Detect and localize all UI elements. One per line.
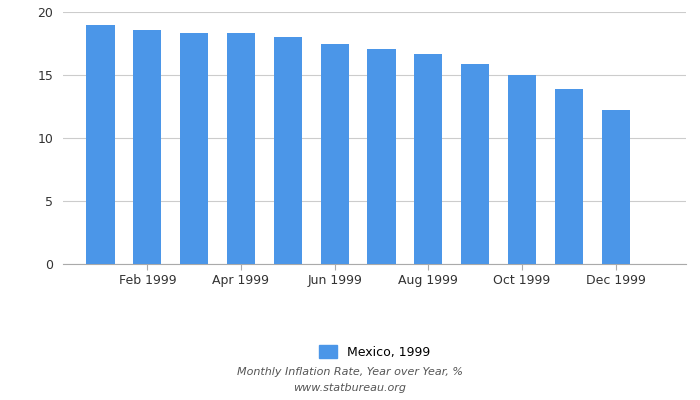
Bar bbox=[461, 64, 489, 264]
Bar bbox=[414, 54, 442, 264]
Bar bbox=[555, 89, 583, 264]
Bar bbox=[227, 34, 255, 264]
Bar bbox=[508, 75, 536, 264]
Bar bbox=[368, 48, 395, 264]
Bar bbox=[602, 110, 630, 264]
Text: Monthly Inflation Rate, Year over Year, %: Monthly Inflation Rate, Year over Year, … bbox=[237, 367, 463, 377]
Bar bbox=[180, 34, 208, 264]
Bar bbox=[274, 37, 302, 264]
Bar bbox=[321, 44, 349, 264]
Legend: Mexico, 1999: Mexico, 1999 bbox=[314, 340, 435, 364]
Bar bbox=[86, 24, 115, 264]
Bar bbox=[133, 30, 162, 264]
Text: www.statbureau.org: www.statbureau.org bbox=[293, 383, 407, 393]
